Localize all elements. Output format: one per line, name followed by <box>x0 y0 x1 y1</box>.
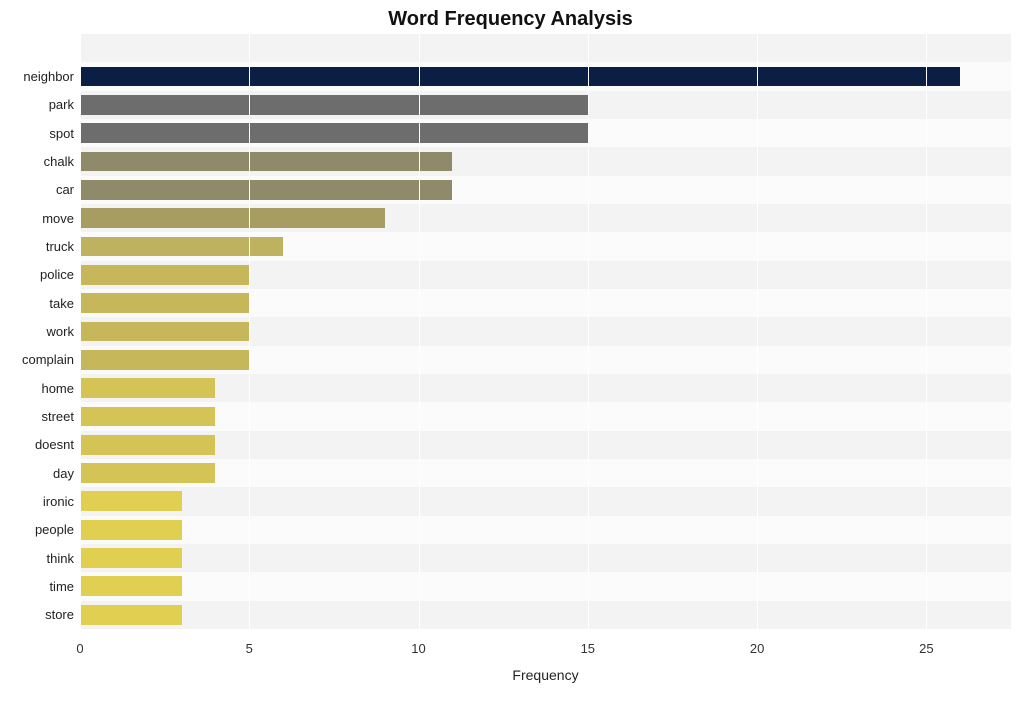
bar-row: day <box>80 459 1011 487</box>
chart-title: Word Frequency Analysis <box>0 8 1021 31</box>
x-tick-label: 20 <box>750 641 764 656</box>
bar <box>80 463 215 483</box>
y-tick-label: take <box>49 296 80 311</box>
y-tick-label: ironic <box>43 494 80 509</box>
gridline <box>80 34 81 629</box>
spacer-row <box>80 34 1011 62</box>
y-tick-label: work <box>47 324 80 339</box>
y-tick-label: day <box>53 466 80 481</box>
bar <box>80 208 385 228</box>
bar-row: ironic <box>80 487 1011 515</box>
word-frequency-chart: Word Frequency Analysis neighborparkspot… <box>0 0 1021 701</box>
bar-row: police <box>80 261 1011 289</box>
bar-row: truck <box>80 232 1011 260</box>
x-tick-label: 10 <box>411 641 425 656</box>
y-tick-label: move <box>42 211 80 226</box>
bar-row: doesnt <box>80 431 1011 459</box>
bar <box>80 293 249 313</box>
bar <box>80 95 588 115</box>
y-tick-label: car <box>56 182 80 197</box>
plot-area: neighborparkspotchalkcarmovetruckpolicet… <box>80 34 1011 629</box>
bar-row: street <box>80 402 1011 430</box>
bar <box>80 605 182 625</box>
x-axis: 0510152025 Frequency <box>80 629 1011 689</box>
bar <box>80 520 182 540</box>
bar <box>80 378 215 398</box>
y-tick-label: truck <box>46 239 80 254</box>
gridline <box>249 34 250 629</box>
bar <box>80 67 960 87</box>
bar-row: chalk <box>80 147 1011 175</box>
bar-row: store <box>80 601 1011 629</box>
x-tick-label: 25 <box>919 641 933 656</box>
bar-row: time <box>80 572 1011 600</box>
bar-row: people <box>80 516 1011 544</box>
y-tick-label: park <box>49 97 80 112</box>
y-tick-label: think <box>47 551 80 566</box>
y-tick-label: store <box>45 607 80 622</box>
x-axis-title: Frequency <box>80 667 1011 683</box>
bar-row: take <box>80 289 1011 317</box>
y-tick-label: home <box>41 381 80 396</box>
y-tick-label: doesnt <box>35 437 80 452</box>
bar <box>80 548 182 568</box>
y-tick-label: spot <box>49 126 80 141</box>
bar-row: think <box>80 544 1011 572</box>
gridline <box>757 34 758 629</box>
y-tick-label: chalk <box>44 154 80 169</box>
bar <box>80 152 452 172</box>
bar <box>80 407 215 427</box>
bar <box>80 237 283 257</box>
bar <box>80 265 249 285</box>
y-tick-label: police <box>40 267 80 282</box>
bar-row: spot <box>80 119 1011 147</box>
bar <box>80 123 588 143</box>
y-tick-label: time <box>49 579 80 594</box>
bar-row: neighbor <box>80 62 1011 90</box>
bar <box>80 350 249 370</box>
gridline <box>419 34 420 629</box>
x-tick-label: 15 <box>581 641 595 656</box>
bar-row: home <box>80 374 1011 402</box>
bar <box>80 435 215 455</box>
x-tick-label: 0 <box>76 641 83 656</box>
x-tick-label: 5 <box>246 641 253 656</box>
y-tick-label: neighbor <box>23 69 80 84</box>
bar <box>80 180 452 200</box>
bar <box>80 576 182 596</box>
bar <box>80 322 249 342</box>
gridline <box>588 34 589 629</box>
y-tick-label: street <box>41 409 80 424</box>
bar-row: car <box>80 176 1011 204</box>
bar-rows: neighborparkspotchalkcarmovetruckpolicet… <box>80 34 1011 629</box>
bar-row: complain <box>80 346 1011 374</box>
y-tick-label: people <box>35 522 80 537</box>
bar-row: work <box>80 317 1011 345</box>
gridline <box>926 34 927 629</box>
bar <box>80 491 182 511</box>
y-tick-label: complain <box>22 352 80 367</box>
bar-row: move <box>80 204 1011 232</box>
bar-row: park <box>80 91 1011 119</box>
